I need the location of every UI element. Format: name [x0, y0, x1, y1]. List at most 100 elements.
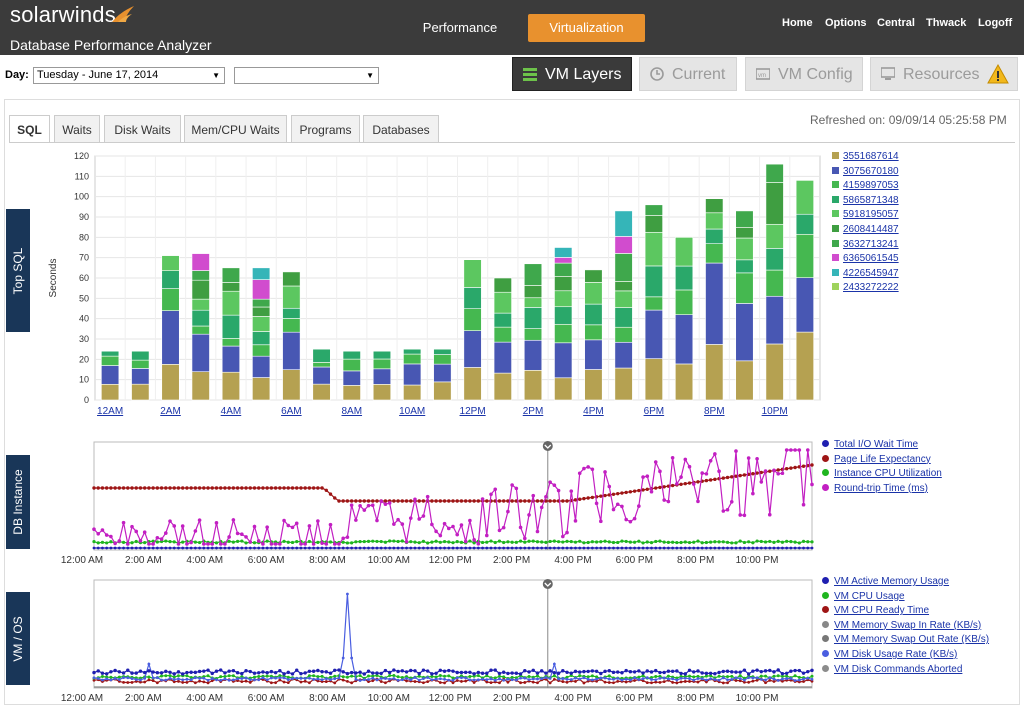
legend-link[interactable]: VM CPU Usage	[834, 590, 905, 602]
legend-link[interactable]: 2608414487	[843, 223, 899, 235]
legend-link[interactable]: VM Active Memory Usage	[834, 576, 950, 587]
legend-item[interactable]: VM Memory Swap In Rate (KB/s)	[822, 619, 989, 634]
view-tab-current[interactable]: Current	[639, 57, 737, 91]
legend-link[interactable]: 3632713241	[843, 238, 899, 250]
legend-item[interactable]: VM Disk Commands Aborted	[822, 663, 989, 678]
legend-item[interactable]: VM Disk Usage Rate (KB/s)	[822, 648, 989, 663]
tab-databases[interactable]: Databases	[363, 115, 439, 143]
legend-item[interactable]: VM CPU Ready Time	[822, 604, 989, 619]
legend-link[interactable]: 6365061545	[843, 253, 899, 265]
x-tick-label: 2AM	[160, 406, 181, 417]
active-memory-series-point	[696, 669, 700, 673]
nav-central-link[interactable]: Central	[877, 17, 915, 29]
legend-link[interactable]: VM Memory Swap Out Rate (KB/s)	[834, 634, 990, 646]
bar-segment	[705, 262, 724, 345]
legend-link[interactable]: 5918195057	[843, 209, 899, 221]
cpu-usage-series-point	[345, 675, 349, 679]
legend-link[interactable]: Instance CPU Utilization	[834, 468, 942, 480]
legend-item[interactable]: VM Active Memory Usage	[822, 575, 989, 590]
view-tab-vm-config[interactable]: vm VM Config	[745, 57, 863, 91]
roundtrip-series-point	[480, 497, 485, 501]
legend-item[interactable]: 3551687614	[832, 150, 899, 165]
active-memory-series-point	[725, 669, 730, 673]
legend-link[interactable]: 2433272222	[843, 282, 899, 294]
active-memory-series-point	[565, 670, 569, 674]
page-life-series-point	[442, 499, 447, 503]
roundtrip-series-point	[734, 449, 738, 453]
tab-virtualization[interactable]: Virtualization	[528, 14, 645, 42]
roundtrip-series-point	[244, 535, 248, 539]
page-life-series-point	[713, 477, 717, 482]
tab-performance[interactable]: Performance	[422, 20, 498, 35]
legend-link[interactable]: Round-trip Time (ms)	[834, 482, 928, 494]
day-select[interactable]: Tuesday - June 17, 2014 ▼	[33, 67, 225, 84]
legend-item[interactable]: 5918195057	[832, 208, 899, 223]
io-wait-series-point	[316, 546, 320, 550]
active-memory-series-point	[704, 671, 709, 676]
active-memory-series-point	[92, 670, 96, 675]
tab-waits[interactable]: Waits	[54, 115, 100, 143]
legend-link[interactable]: 3075670180	[843, 165, 899, 177]
io-wait-series-point	[519, 546, 522, 550]
active-memory-series-point	[151, 670, 155, 674]
legend-item[interactable]: Page Life Expectancy	[822, 453, 942, 468]
legend-item[interactable]: 2608414487	[832, 223, 899, 238]
legend-item[interactable]: VM CPU Usage	[822, 590, 989, 605]
legend-item[interactable]: 2433272222	[832, 281, 899, 296]
legend-link[interactable]: 5865871348	[843, 194, 899, 206]
io-wait-series-point	[620, 546, 624, 550]
roundtrip-series-point	[476, 542, 481, 546]
view-tab-resources[interactable]: Resources	[870, 57, 1018, 91]
legend-item[interactable]: Total I/O Wait Time	[822, 438, 942, 453]
legend-item[interactable]: 3075670180	[832, 165, 899, 180]
legend-link[interactable]: 3551687614	[843, 151, 899, 162]
legend-item[interactable]: 6365061545	[832, 252, 899, 267]
tab-mem-cpu-waits[interactable]: Mem/CPU Waits	[184, 115, 287, 143]
legend-item[interactable]: Round-trip Time (ms)	[822, 482, 942, 497]
legend-link[interactable]: VM CPU Ready Time	[834, 605, 930, 617]
cpu-util-series-point	[590, 540, 594, 544]
view-tab-vm-layers[interactable]: VM Layers	[512, 57, 632, 91]
cpu-util-series-point	[447, 540, 451, 544]
bar-segment	[644, 309, 663, 359]
tab-disk-waits[interactable]: Disk Waits	[104, 115, 181, 143]
legend-link[interactable]: VM Disk Commands Aborted	[834, 663, 963, 675]
nav-logoff-link[interactable]: Logoff	[978, 17, 1013, 29]
legend-item[interactable]: VM Memory Swap Out Rate (KB/s)	[822, 633, 989, 648]
legend-link[interactable]: VM Memory Swap In Rate (KB/s)	[834, 619, 982, 631]
cpu-usage-series-point	[565, 675, 569, 679]
cpu-util-series-point	[700, 541, 704, 545]
bar-segment	[735, 272, 754, 304]
legend-link[interactable]: 4226545947	[843, 267, 899, 279]
roundtrip-series-point	[755, 457, 759, 461]
legend-item[interactable]: 4226545947	[832, 267, 899, 282]
legend-item[interactable]: 4159897053	[832, 179, 899, 194]
tab-programs[interactable]: Programs	[291, 115, 360, 143]
nav-thwack-link[interactable]: Thwack	[926, 17, 967, 29]
nav-home-link[interactable]: Home	[782, 17, 813, 29]
tab-sql[interactable]: SQL	[9, 115, 50, 143]
cpu-util-series-point	[100, 540, 105, 544]
legend-link[interactable]: Total I/O Wait Time	[834, 439, 919, 450]
cpu-ready-series-point	[721, 681, 725, 685]
secondary-select[interactable]: ▼	[234, 67, 379, 84]
disk-usage-series-point	[126, 676, 130, 680]
active-memory-series-point	[337, 668, 341, 672]
active-memory-series-point	[379, 671, 383, 676]
roundtrip-series-point	[446, 526, 451, 531]
page-life-series-point	[645, 487, 649, 491]
bar-segment	[221, 314, 240, 339]
legend-item[interactable]: 3632713241	[832, 238, 899, 253]
legend-item[interactable]: 5865871348	[832, 194, 899, 209]
legend-link[interactable]: Page Life Expectancy	[834, 453, 931, 465]
cpu-ready-series-point	[472, 681, 476, 684]
legend-link[interactable]: 4159897053	[843, 180, 899, 192]
cpu-usage-series-point	[312, 674, 316, 678]
nav-options-link[interactable]: Options	[825, 17, 867, 29]
page-life-series-point	[455, 499, 459, 503]
legend-item[interactable]: Instance CPU Utilization	[822, 467, 942, 482]
cpu-ready-series-point	[654, 680, 658, 684]
roundtrip-series-point	[214, 521, 219, 525]
active-memory-series-point	[299, 671, 303, 676]
legend-link[interactable]: VM Disk Usage Rate (KB/s)	[834, 648, 958, 660]
